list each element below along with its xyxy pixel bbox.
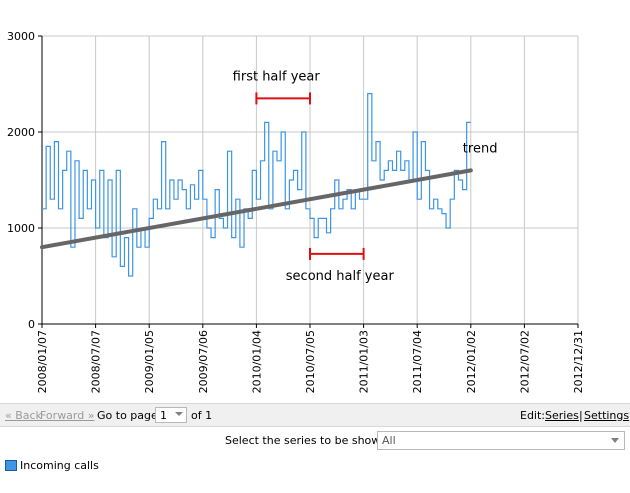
x-tick-label: 2008/01/07 (36, 330, 49, 393)
annotation-label: second half year (286, 269, 395, 284)
legend-label: Incoming calls (20, 459, 99, 472)
legend-swatch (5, 460, 17, 471)
series-line-incoming-calls (42, 93, 471, 277)
trend-label: trend (463, 141, 498, 156)
annotation-label: first half year (233, 69, 321, 84)
chart: 0 1000 2000 3000 2008/01/07 2008/07/07 2009/01… (7, 30, 585, 393)
edit-separator: | (579, 409, 583, 422)
page-count-label: of 1 (191, 409, 213, 422)
x-tick-label: 2008/07/07 (90, 330, 103, 393)
y-tick-label: 1000 (7, 222, 35, 235)
y-tick-label: 3000 (7, 30, 35, 43)
chart-annotations: first half year second half year trend (233, 69, 498, 284)
forward-link[interactable]: Forward » (40, 409, 95, 422)
y-tick-label: 2000 (7, 126, 35, 139)
goto-page-label: Go to page (97, 409, 158, 422)
x-tick-label: 2010/07/05 (304, 330, 317, 393)
navigation-bar: « Back Forward » Go to page 1 of 1 Edit:… (0, 403, 630, 427)
x-tick-label: 2012/01/02 (465, 330, 478, 393)
page-select[interactable]: 1 (155, 407, 187, 423)
x-tick-label: 2012/12/31 (572, 330, 585, 393)
series-line-trend (40, 168, 473, 250)
series-select-value: All (382, 434, 396, 447)
page-select-value: 1 (160, 409, 167, 422)
chart-axes: 0 1000 2000 3000 2008/01/07 2008/07/07 2009/01… (7, 30, 585, 393)
chevron-down-icon (175, 412, 183, 416)
x-tick-label: 2011/01/03 (358, 330, 371, 393)
x-tick-label: 2009/07/06 (197, 330, 210, 393)
x-tick-label: 2009/01/05 (143, 330, 156, 393)
edit-label: Edit: (520, 409, 546, 422)
chart-series (40, 93, 473, 277)
x-tick-label: 2012/07/02 (518, 330, 531, 393)
series-selector-label: Select the series to be shown: (225, 434, 391, 447)
settings-link[interactable]: Settings (584, 409, 630, 422)
x-tick-label: 2011/07/04 (411, 330, 424, 393)
x-tick-label: 2010/01/04 (250, 330, 263, 393)
back-link[interactable]: « Back (5, 409, 42, 422)
y-tick-label: 0 (28, 318, 35, 331)
series-select[interactable]: All (377, 431, 625, 450)
chevron-down-icon (611, 438, 619, 443)
series-link[interactable]: Series (545, 409, 579, 422)
